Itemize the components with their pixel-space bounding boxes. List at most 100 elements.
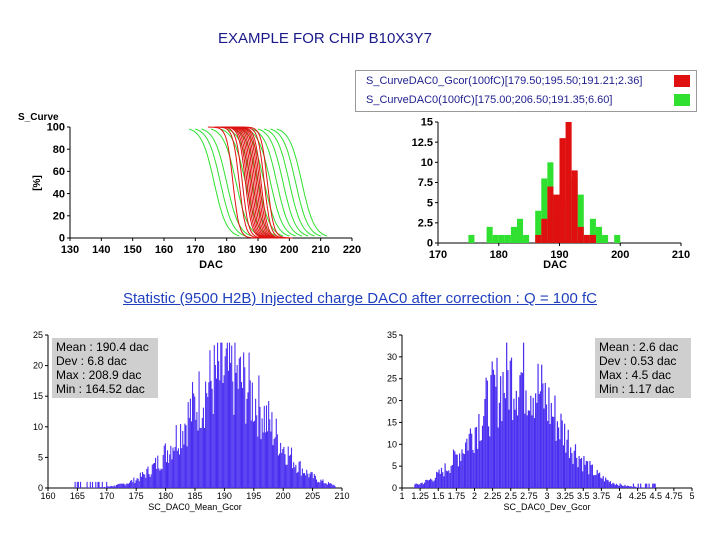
histogram-bar [535,210,542,243]
histogram-bar [586,461,589,488]
histogram-bar [307,473,309,488]
histogram-bar [113,485,115,488]
histogram-bar [190,421,193,488]
statistic-title: Statistic (9500 H2B) Injected charge DAC… [123,290,597,307]
histogram-bar [318,481,320,488]
histogram-bar [128,482,131,488]
histogram-bar [492,369,494,488]
histogram-bar [228,342,231,488]
histogram-bar [320,479,322,488]
histogram-bar [285,464,287,488]
y-tick-label: 7.5 [418,177,433,189]
histogram-bar [521,372,523,488]
s-curve-line [270,128,321,237]
histogram-bar [273,438,275,488]
histogram-bar [323,483,325,488]
histogram-bar [270,431,272,488]
histogram-bar [275,418,277,488]
s-curve-chart: 130 140 150 160 170 180 190 200 210 220 0 20 40 60 80 1… [18,112,361,271]
histogram-bar [473,452,475,488]
histogram-bar [577,467,579,488]
y-tick-label: 12.5 [412,137,433,149]
histogram-bar [541,364,543,488]
histogram-bar [253,420,256,488]
histogram-bar [89,481,91,488]
histogram-bar [326,484,328,488]
histogram-bar [480,440,482,488]
histogram-bar [465,442,467,488]
histogram-bar [423,482,426,488]
histogram-bar [443,476,445,488]
histogram-bar [148,474,150,488]
histogram-bar [556,421,558,488]
x-tick-label: 200 [611,249,629,261]
s-curve-line [201,128,252,237]
legend-label-raw: S_CurveDAC0(100fC)[175.00;206.50;191.35;… [366,94,613,106]
histogram-bar [134,483,136,488]
histogram-bar [99,487,101,488]
histogram-bar [481,425,484,488]
x-tick-label: 205 [305,491,320,501]
histogram-bar [109,486,111,488]
x-tick-label: 4 [617,491,622,501]
y-tick-label: 100 [47,122,65,134]
s-curve-line [276,128,328,237]
histogram-bar [474,427,476,488]
histogram-bar [496,357,498,488]
x-tick-label: 2 [472,491,477,501]
histogram-bar [577,226,584,243]
histogram-bar [264,432,266,488]
y-tick-label: 40 [53,188,65,200]
histogram-bar [490,375,492,488]
histogram-bar [261,418,263,488]
histogram-bar [221,342,223,488]
histogram-bar [160,468,162,488]
histogram-bar [618,485,620,488]
histogram-bar [107,486,109,488]
histogram-bar [312,478,314,488]
histogram-bar [301,468,303,488]
histogram-bar [504,234,511,243]
histogram-bar [594,475,596,488]
legend-swatch-gcor [674,75,690,87]
x-tick-label: 1 [399,491,404,501]
histogram-bar [237,388,239,488]
histogram-bar [306,469,308,488]
histogram-bar [529,410,531,488]
y-axis-label: [%] [32,175,43,191]
histogram-bar [571,170,578,243]
histogram-bar [602,476,604,488]
x-tick-label: 3 [544,491,549,501]
histogram-bar [198,371,200,488]
histogram-bar [652,483,654,488]
histogram-bar [332,485,334,488]
histogram-bar [508,409,510,488]
histogram-bar [420,483,422,488]
y-tick-label: 80 [53,144,65,156]
histogram-bar [432,481,434,488]
histogram-bar [535,393,537,488]
histogram-bar [242,388,244,488]
histogram-bar [101,481,103,488]
histogram-bar [439,473,441,488]
histogram-bar [123,483,125,488]
histogram-bar [584,464,586,488]
histogram-bar [538,393,540,488]
histogram-bar [183,444,185,488]
histogram-bar [634,486,636,488]
histogram-bar [537,363,539,488]
histogram-bar [564,423,566,488]
histogram-bar [202,407,204,488]
histogram-bar [612,482,614,488]
chart-title: S_Curve [18,112,59,123]
histogram-bar [615,483,618,488]
histogram-bar [155,457,157,488]
histogram-bar [77,481,79,488]
x-tick-label: 4.5 [649,491,662,501]
histogram-bar [600,477,602,488]
histogram-bar [580,457,583,488]
histogram-bar [487,426,490,488]
histogram-bar [194,396,196,488]
histogram-bar [110,485,112,488]
histogram-bar [206,393,208,488]
